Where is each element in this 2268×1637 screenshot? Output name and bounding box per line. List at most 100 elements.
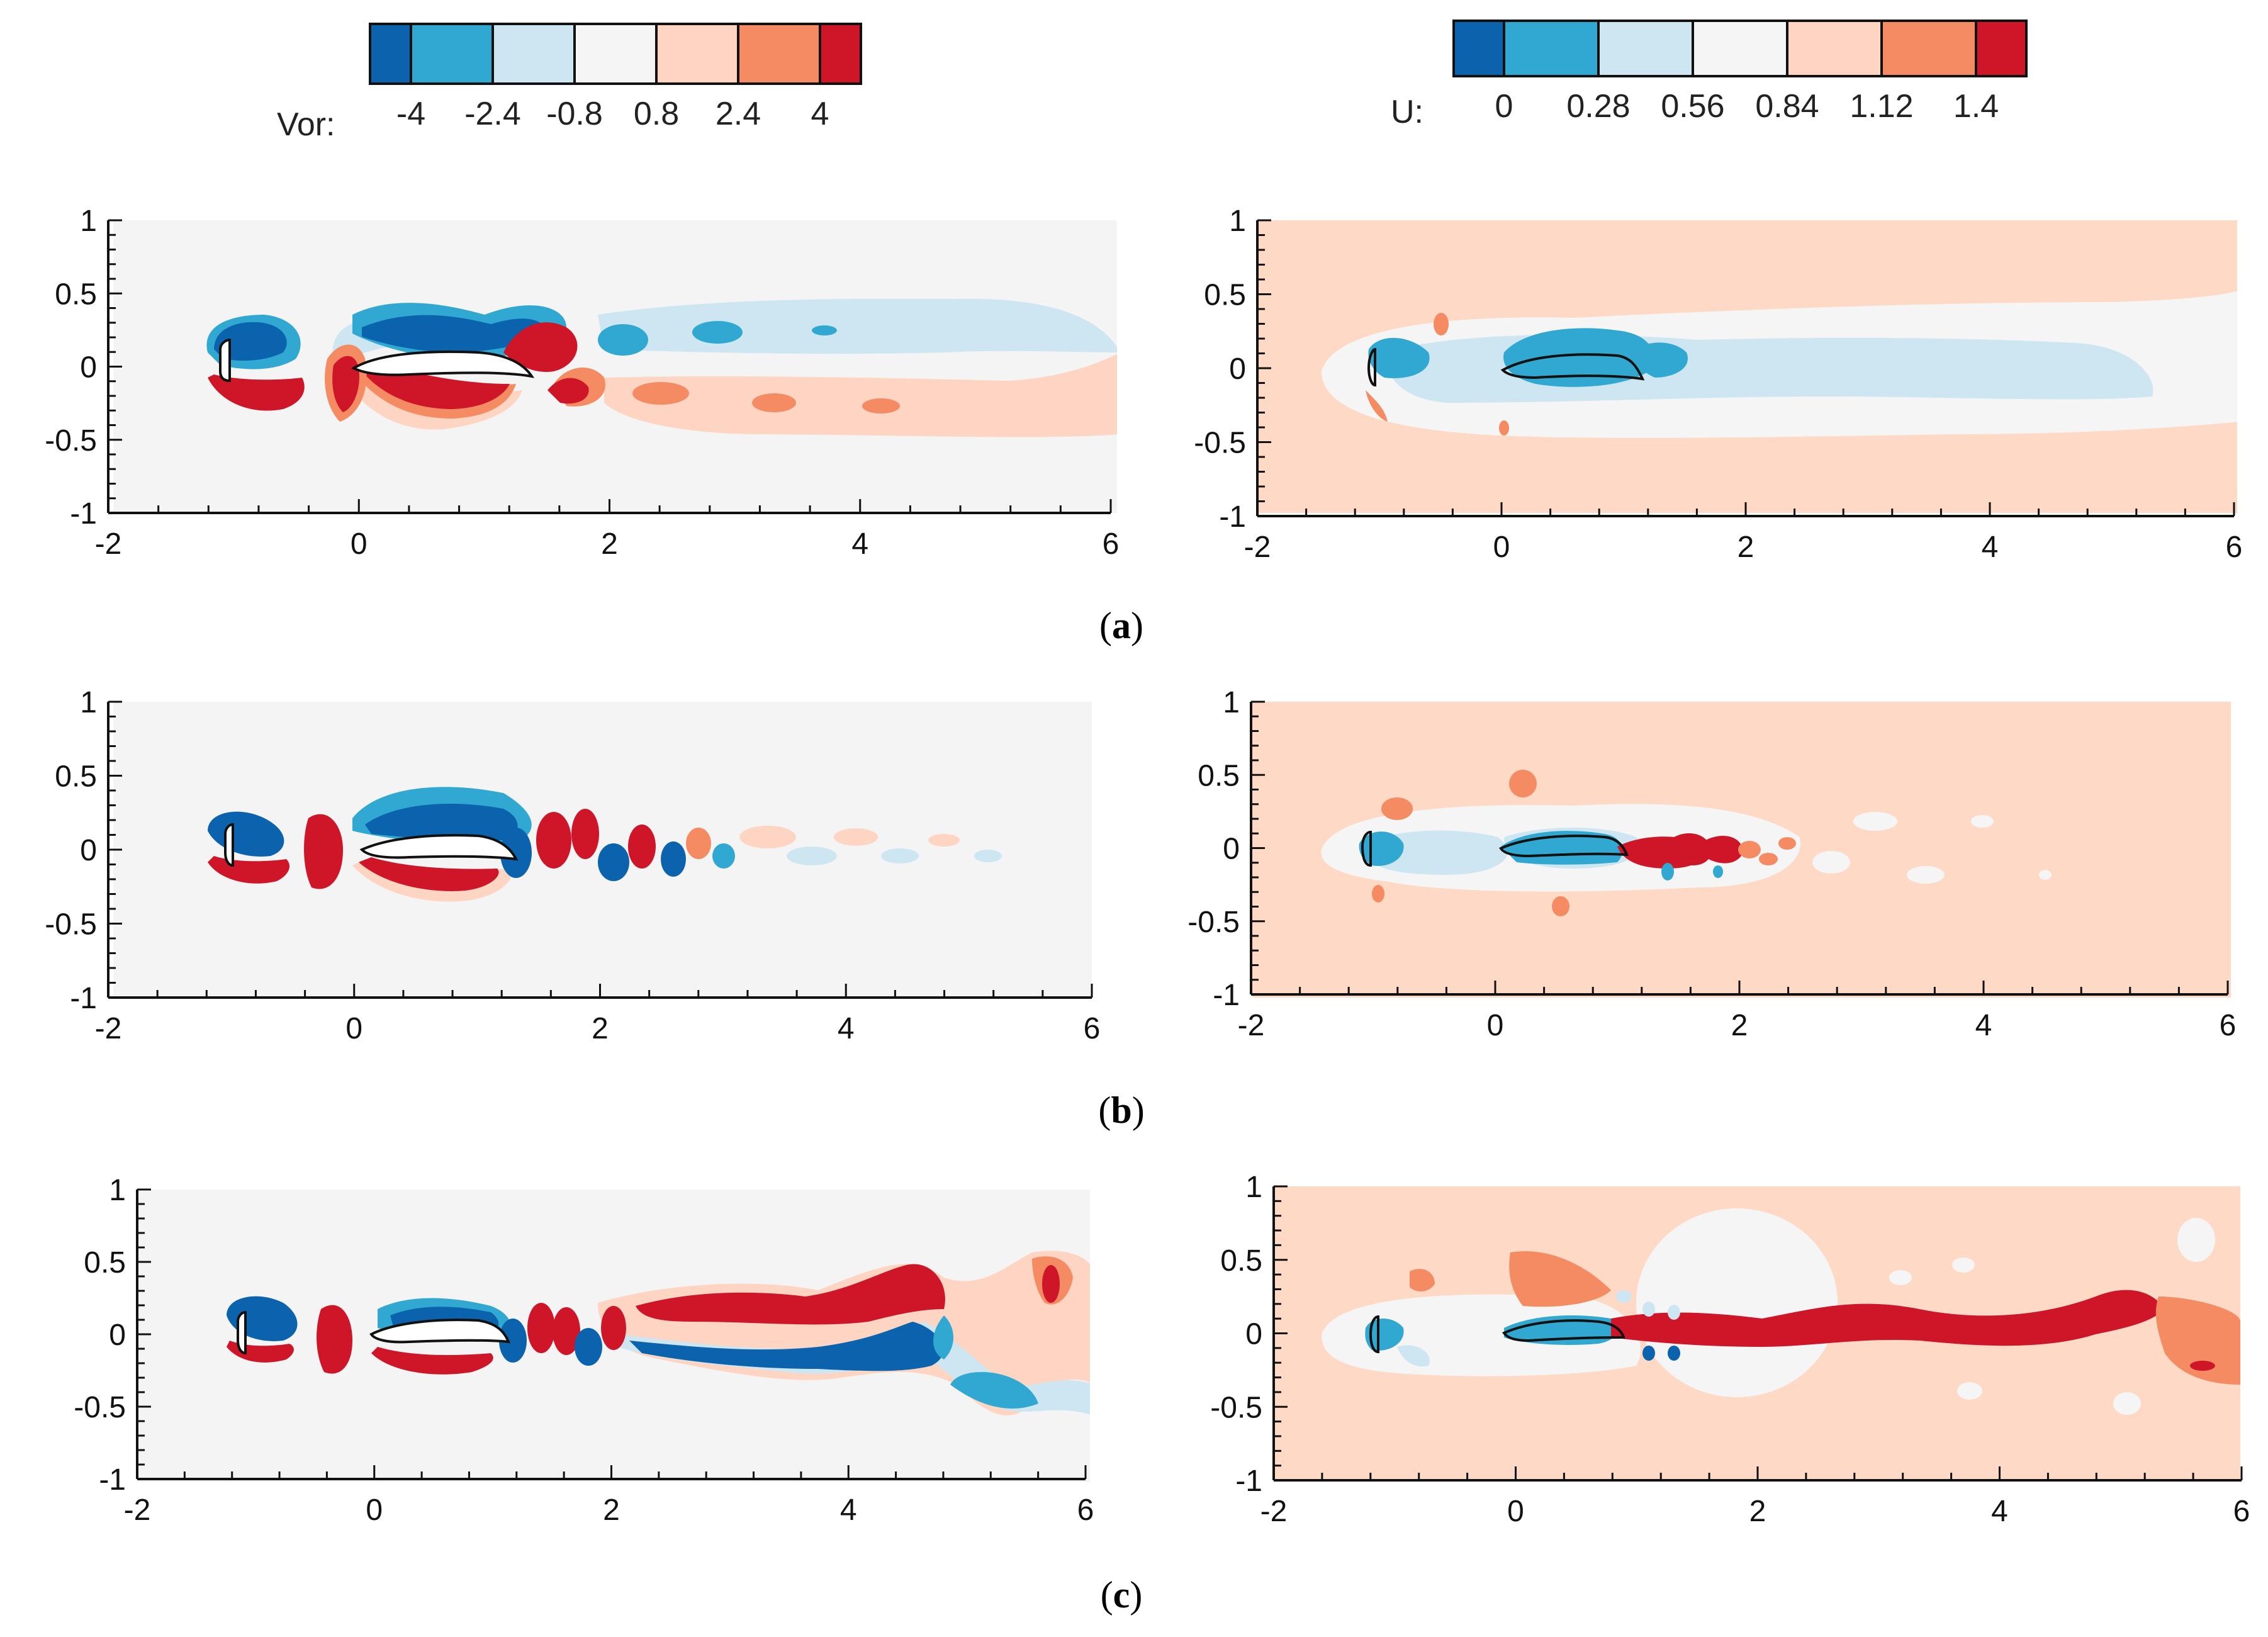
plot-c-vorticity-x-tick-label: 0 xyxy=(366,1494,383,1527)
legend-vorticity-tick-label: -4 xyxy=(396,96,425,132)
plot-c-vorticity-x-tick-label: 6 xyxy=(1077,1494,1094,1527)
plot-c-vorticity-x-tick-label: 4 xyxy=(840,1494,857,1527)
plot-c-vorticity-axes: -2 0 2 4 6 1 0.5 0 -0.5 -1 xyxy=(74,1174,1094,1527)
plot-c-vorticity-x-tick-label: 2 xyxy=(603,1494,620,1527)
plot-b-vorticity-x-tick-label: 6 xyxy=(1084,1012,1101,1045)
plot-c-velocity-y-tick-label: 0 xyxy=(1245,1318,1262,1351)
plot-b-velocity-x-tick-label: 6 xyxy=(2220,1009,2237,1042)
plot-a-velocity-y-tick-label: -1 xyxy=(1219,500,1246,534)
plot-a-velocity-y-tick-label: 0.5 xyxy=(1204,279,1246,312)
row-c-caption-letter: c xyxy=(1113,1574,1130,1616)
plot-a-vorticity-x-tick-label: -2 xyxy=(95,527,122,561)
row-b-caption: (b) xyxy=(1098,1089,1145,1131)
plot-c-velocity-y-tick-label: 0.5 xyxy=(1220,1244,1262,1278)
legend-vorticity-swatch xyxy=(819,23,862,85)
row-a-caption-letter: a xyxy=(1112,605,1131,646)
legend-velocity-tick-label: 1.12 xyxy=(1850,88,1913,125)
plot-a-velocity-field xyxy=(1322,290,2237,438)
legend-velocity-swatch xyxy=(1786,20,1883,77)
plot-c-velocity-x-tick-label: 2 xyxy=(1749,1495,1766,1528)
legend-velocity-swatch xyxy=(1597,20,1694,77)
plot-b-velocity-y-tick-label: -1 xyxy=(1213,979,1240,1012)
plot-c-vorticity-y-tick-label: 1 xyxy=(109,1174,126,1207)
plot-a-vorticity-background xyxy=(113,220,1117,513)
legend-vorticity-swatch xyxy=(573,23,658,85)
legend-vorticity-tick-label: -0.8 xyxy=(546,96,603,132)
legend-velocity-tick-label: 0.56 xyxy=(1661,88,1724,125)
plot-a-vorticity-y-tick-label: 0.5 xyxy=(55,278,97,311)
legend-vorticity-swatch xyxy=(410,23,494,85)
legend-vorticity-tick-label: 4 xyxy=(811,96,829,132)
legend-velocity-swatch xyxy=(1452,20,1505,77)
legend-velocity-tick-label: 1.4 xyxy=(1953,88,1999,125)
plot-b-vorticity-axes: -2 0 2 4 6 1 0.5 0 -0.5 -1 xyxy=(45,686,1100,1045)
plot-a-velocity-x-tick-label: -2 xyxy=(1244,531,1271,564)
plot-c-vorticity-field xyxy=(227,1251,1090,1415)
plot-b-velocity-y-tick-label: 1 xyxy=(1223,686,1240,719)
legend-velocity-tick-label: 0.84 xyxy=(1755,88,1819,125)
plot-b-velocity-x-tick-label: 2 xyxy=(1731,1009,1748,1042)
plot-c-vorticity-x-tick-label: -2 xyxy=(124,1494,151,1527)
plot-b-velocity-y-tick-label: -0.5 xyxy=(1187,906,1240,939)
plot-c-vorticity-y-tick-label: 0.5 xyxy=(84,1246,126,1280)
plot-b-vorticity-x-tick-label: 2 xyxy=(592,1012,609,1045)
plot-a-velocity-axes: -2 0 2 4 6 1 0.5 0 -0.5 -1 xyxy=(1194,205,2242,564)
legend-vorticity-swatch xyxy=(737,23,821,85)
plot-a-vorticity-x-tick-label: 4 xyxy=(851,527,868,561)
plot-b-vorticity-x-tick-label: 0 xyxy=(345,1012,362,1045)
legend-velocity-tick-label: 0 xyxy=(1495,88,1513,125)
plot-b-vorticity-y-tick-label: 1 xyxy=(80,686,97,719)
plot-a-velocity: -2 0 2 4 6 1 0.5 0 -0.5 -1 xyxy=(1194,205,2242,564)
plot-b-velocity-axes: -2 0 2 4 6 1 0.5 0 -0.5 -1 xyxy=(1187,686,2236,1042)
plot-c-velocity-x-tick-label: 0 xyxy=(1507,1495,1524,1528)
plot-b-velocity-y-tick-label: 0.5 xyxy=(1198,759,1240,792)
row-c-caption: (c) xyxy=(1100,1574,1143,1616)
legend-vorticity-swatch xyxy=(655,23,739,85)
plot-a-vorticity-y-tick-label: 0 xyxy=(80,351,97,385)
legend-velocity-swatch xyxy=(1975,20,2028,77)
plot-c-velocity-x-tick-label: 6 xyxy=(2233,1495,2250,1528)
plot-c-velocity-y-tick-label: 1 xyxy=(1245,1171,1262,1204)
plot-a-velocity-y-tick-label: -0.5 xyxy=(1194,427,1246,460)
plot-b-vorticity-x-tick-label: 4 xyxy=(838,1012,855,1045)
legend-velocity-swatch xyxy=(1503,20,1600,77)
plot-c-velocity-y-tick-label: -0.5 xyxy=(1210,1391,1262,1424)
legend-vorticity: Vor: -4 -2.4 -0.8 0.8 2.4 4 xyxy=(277,23,862,143)
plot-c-vorticity-y-tick-label: 0 xyxy=(109,1319,126,1352)
plot-a-velocity-x-tick-label: 0 xyxy=(1493,531,1510,564)
plot-a-vorticity-y-tick-label: -1 xyxy=(70,497,97,531)
plot-b-velocity-field xyxy=(1321,770,2052,916)
legend-vorticity-tick-label: 0.8 xyxy=(634,96,679,132)
legend-vorticity-swatch xyxy=(369,23,412,85)
plot-a-velocity-x-tick-label: 2 xyxy=(1737,531,1754,564)
plot-a-vorticity-field xyxy=(206,298,1117,437)
legend-vorticity-label: Vor: xyxy=(277,106,335,143)
plot-b-vorticity-y-tick-label: -0.5 xyxy=(45,908,97,942)
legend-velocity-label: U: xyxy=(1391,94,1423,130)
plot-a-velocity-y-tick-label: 0 xyxy=(1229,352,1246,386)
plot-a-vorticity-x-tick-label: 0 xyxy=(351,527,368,561)
plot-a-vorticity-y-tick-label: 1 xyxy=(80,205,97,238)
plot-a-velocity-y-tick-label: 1 xyxy=(1229,205,1246,238)
plot-b-vorticity-y-tick-label: 0.5 xyxy=(55,760,97,794)
plot-b-velocity-y-tick-label: 0 xyxy=(1223,833,1240,866)
plot-a-vorticity-y-tick-label: -0.5 xyxy=(45,424,97,458)
plot-b-velocity-x-tick-label: 4 xyxy=(1975,1009,1992,1042)
row-a-caption: (a) xyxy=(1099,605,1143,646)
legend-vorticity-swatch xyxy=(491,23,576,85)
plot-b-vorticity-y-tick-label: -1 xyxy=(70,982,97,1015)
plot-b-velocity-x-tick-label: -2 xyxy=(1238,1009,1265,1042)
plot-b-velocity-x-tick-label: 0 xyxy=(1487,1009,1504,1042)
plot-c-velocity: -2 0 2 4 6 1 0.5 0 -0.5 -1 xyxy=(1210,1171,2250,1528)
plot-c-velocity-x-tick-label: -2 xyxy=(1260,1495,1288,1528)
plot-c-velocity-y-tick-label: -1 xyxy=(1235,1465,1262,1498)
plot-b-vorticity: -2 0 2 4 6 1 0.5 0 -0.5 -1 xyxy=(45,686,1100,1045)
plot-c-velocity-field xyxy=(1322,1208,2240,1415)
plot-a-vorticity-x-tick-label: 2 xyxy=(601,527,618,561)
plot-a-velocity-x-tick-label: 4 xyxy=(1982,531,1999,564)
plot-c-vorticity-y-tick-label: -0.5 xyxy=(74,1391,126,1424)
legend-vorticity-tick-label: 2.4 xyxy=(716,96,761,132)
plot-b-vorticity-y-tick-label: 0 xyxy=(80,834,97,867)
plot-a-vorticity-axes: -2 0 2 4 6 1 0.5 0 -0.5 -1 xyxy=(45,205,1119,561)
